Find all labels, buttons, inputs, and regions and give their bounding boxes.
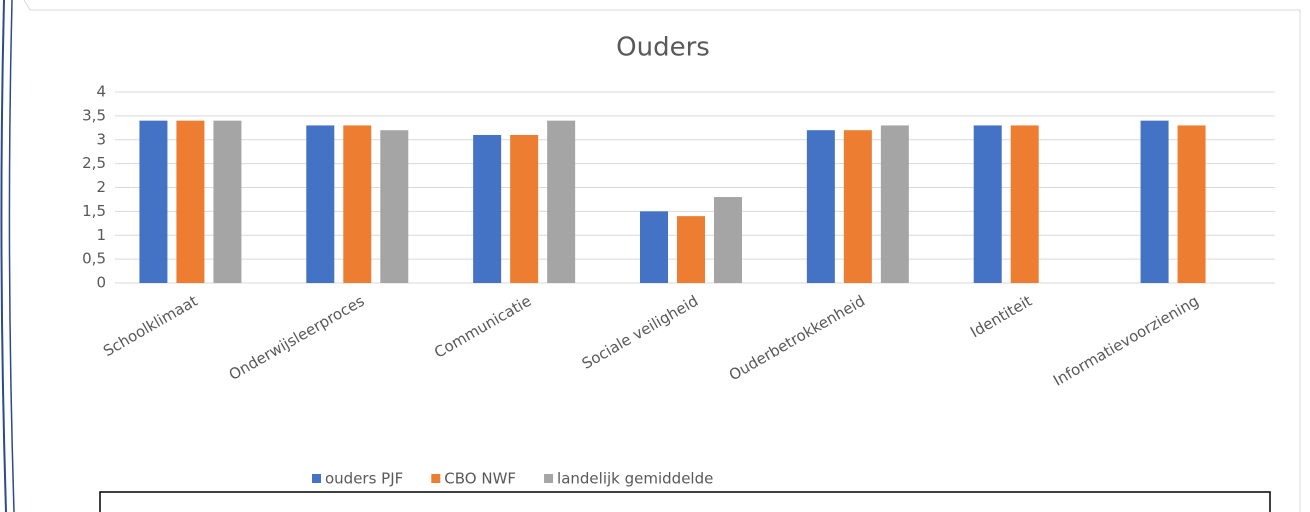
bar [343, 125, 372, 283]
bar [176, 120, 205, 284]
decor-border [8, 0, 15, 512]
bar [677, 216, 705, 283]
bar [714, 197, 742, 283]
bar [380, 130, 409, 283]
bar [880, 125, 909, 283]
bar [1010, 125, 1039, 283]
chart-title: Ouders [616, 33, 710, 63]
bar [973, 125, 1002, 283]
bar [139, 120, 168, 284]
y-tick-label: 0,5 [82, 250, 106, 268]
decor-border [0, 0, 7, 512]
legend-swatch [431, 474, 441, 483]
bar [1177, 125, 1206, 283]
legend-swatch [312, 474, 321, 483]
y-tick-label: 3,5 [82, 106, 106, 124]
legend-swatch [544, 474, 554, 483]
y-tick-label: 2 [96, 178, 106, 196]
bar [843, 130, 872, 283]
y-tick-label: 2,5 [82, 154, 106, 172]
text-box [99, 491, 1271, 512]
legend-label: ouders PJF [325, 470, 403, 488]
bar [1140, 120, 1169, 284]
bar [640, 211, 668, 283]
legend-label: landelijk gemiddelde [557, 470, 713, 488]
bar [213, 120, 242, 284]
y-tick-label: 1,5 [82, 202, 106, 220]
bar [510, 134, 539, 283]
y-tick-label: 3 [96, 130, 106, 148]
legend-label: CBO NWF [444, 470, 516, 488]
bar [806, 130, 835, 283]
bar [473, 134, 502, 283]
bar [547, 120, 576, 284]
y-tick-label: 0 [96, 274, 106, 292]
y-tick-label: 4 [96, 83, 106, 101]
chart-frame [23, 0, 1301, 512]
bar [306, 125, 335, 283]
y-tick-label: 1 [96, 226, 106, 244]
